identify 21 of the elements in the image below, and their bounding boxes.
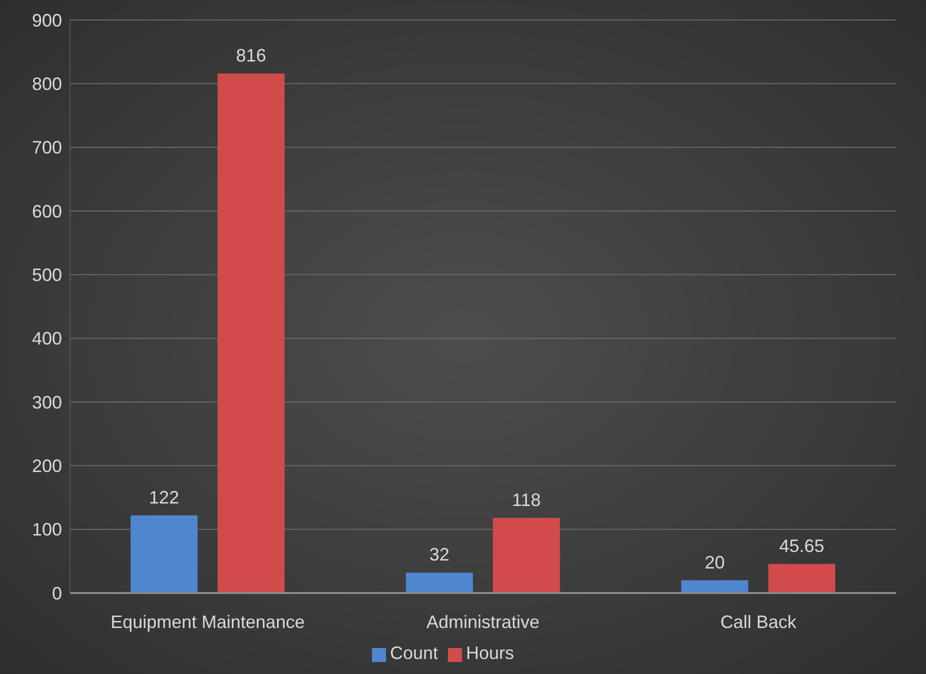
y-tick-label: 300 [32,392,62,412]
data-label: 32 [429,544,450,565]
legend-label: Hours [466,643,514,663]
y-tick-label: 400 [32,328,62,349]
y-tick-label: 200 [32,456,62,476]
y-tick-label: 100 [32,520,62,540]
y-tick-label: 500 [32,265,62,286]
x-tick-label: Call Back [720,612,798,632]
y-tick-label: 600 [32,201,62,222]
y-tick-label: 800 [32,74,62,94]
data-label: 20 [704,552,725,572]
data-label: 45.65 [779,536,824,556]
x-tick-label: Equipment Maintenance [110,612,305,632]
x-tick-label: Administrative [426,612,540,632]
y-tick-label: 700 [32,138,62,158]
legend-label: Count [390,643,438,663]
data-label: 118 [512,490,541,510]
data-label: 816 [236,45,266,66]
y-tick-label: 0 [52,583,62,604]
data-label: 122 [149,487,180,508]
y-tick-label: 900 [32,10,62,30]
